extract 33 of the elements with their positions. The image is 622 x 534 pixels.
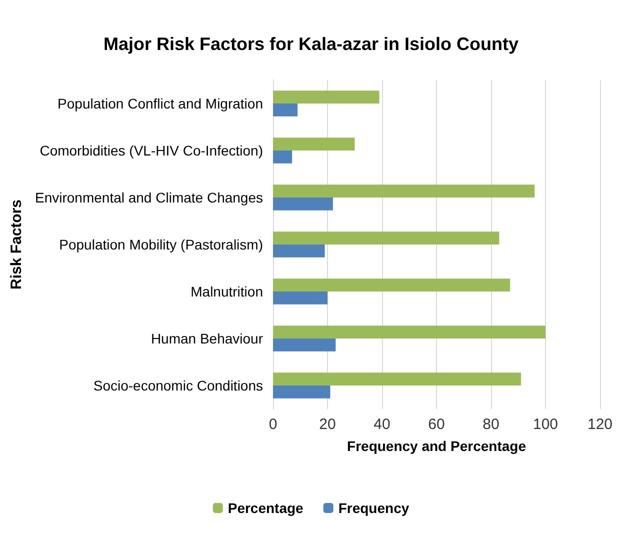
x-tick-label: 0 (268, 416, 278, 433)
x-tick-label: 20 (319, 416, 336, 433)
y-tick-label: Socio-economic Conditions (93, 378, 263, 394)
bar (273, 372, 521, 386)
y-tick-label: Population Mobility (Pastoralism) (59, 236, 263, 252)
y-tick-label: Human Behaviour (150, 330, 264, 346)
x-tick-label: 120 (587, 416, 613, 433)
x-axis-title: Frequency and Percentage (347, 438, 526, 454)
bar (273, 278, 510, 292)
y-tick-label: Comorbidities (VL-HIV Co-Infection) (40, 142, 263, 158)
bar (273, 104, 298, 116)
bar (273, 184, 535, 198)
y-tick-label: Environmental and Climate Changes (34, 190, 263, 206)
y-tick-label: Population Conflict and Migration (58, 96, 263, 112)
bar (273, 150, 292, 164)
bar (273, 138, 355, 150)
x-tick-label: 40 (374, 416, 390, 433)
bar (273, 90, 380, 104)
bar (273, 386, 330, 398)
y-axis-title: Risk Factors (8, 199, 26, 290)
x-tick-label: 100 (532, 416, 558, 433)
legend-label: Frequency (338, 500, 410, 516)
bar (273, 338, 336, 352)
x-tick-label: 80 (482, 416, 500, 433)
bar (273, 244, 325, 258)
y-tick-label: Malnutrition (190, 284, 263, 300)
x-tick-label: 60 (428, 416, 445, 433)
chart-title: Major Risk Factors for Kala-azar in Isiolo County (103, 34, 519, 54)
legend-label: Percentage (228, 500, 304, 516)
bar (273, 198, 333, 210)
bar (273, 292, 328, 304)
bar (273, 326, 546, 338)
bar (273, 232, 500, 244)
